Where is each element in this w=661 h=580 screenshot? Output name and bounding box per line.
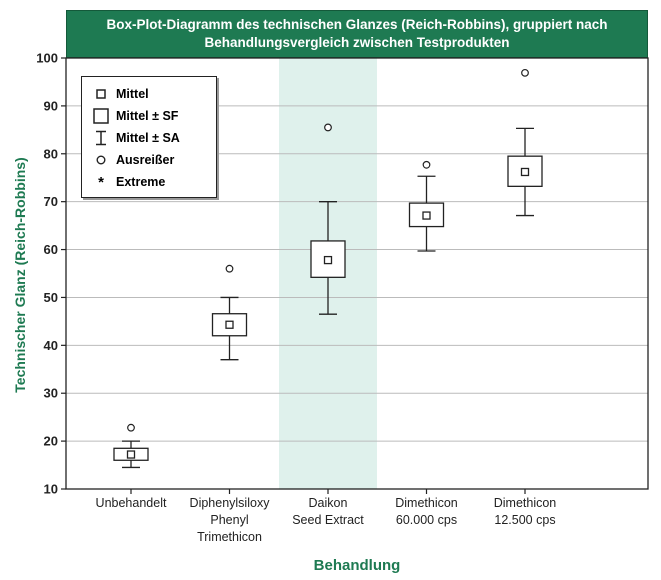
mean-marker xyxy=(225,320,234,329)
x-tick-label: Trimethicon xyxy=(197,530,262,544)
plot-frame xyxy=(65,57,649,490)
x-tick-label: Dimethicon xyxy=(395,496,458,510)
y-tick-label: 30 xyxy=(44,386,58,401)
legend: Mittel Mittel ± SF Mittel ± SA Ausreißer… xyxy=(81,76,217,198)
x-tick-label: 60.000 cps xyxy=(396,513,457,527)
outlier-point xyxy=(324,123,332,132)
y-tick-label: 70 xyxy=(44,194,58,209)
mean-marker xyxy=(126,450,136,459)
legend-label: Ausreißer xyxy=(116,153,175,167)
x-tick-label: Seed Extract xyxy=(292,513,364,527)
outlier-point xyxy=(422,160,431,169)
legend-item-extreme: * Extreme xyxy=(90,171,216,193)
legend-label: Mittel xyxy=(116,87,149,101)
outlier-point xyxy=(225,264,234,273)
x-tick-label: Diphenylsiloxy xyxy=(190,496,271,510)
x-tick-label: Phenyl xyxy=(210,513,248,527)
legend-label: Mittel ± SF xyxy=(116,109,179,123)
se-box-icon xyxy=(90,108,112,124)
star-icon: * xyxy=(98,173,104,191)
chart-title-line-1: Box-Plot-Diagramm des technischen Glanze… xyxy=(106,17,608,32)
mean-marker-icon xyxy=(90,87,112,101)
y-tick-label: 50 xyxy=(44,290,58,305)
x-tick-label: Unbehandelt xyxy=(96,496,167,510)
circle-icon xyxy=(90,154,112,166)
y-tick-label: 10 xyxy=(44,482,58,497)
chart-title-line-2: Behandlungsvergleich zwischen Testproduk… xyxy=(204,35,510,50)
legend-item-outlier: Ausreißer xyxy=(90,149,216,171)
outlier-point xyxy=(127,423,135,432)
y-tick-label: 40 xyxy=(44,338,58,353)
x-tick-label: 12.500 cps xyxy=(494,513,555,527)
legend-item-mean: Mittel xyxy=(90,83,216,105)
y-tick-label: 20 xyxy=(44,434,58,449)
x-tick-label: Dimethicon xyxy=(494,496,557,510)
x-axis-label: Behandlung xyxy=(313,557,401,574)
mean-marker xyxy=(323,255,333,265)
y-tick-label: 100 xyxy=(36,51,58,66)
whisker-icon xyxy=(90,130,112,146)
mean-marker xyxy=(520,167,530,177)
y-tick-label: 60 xyxy=(44,242,58,257)
outlier-point xyxy=(521,68,529,77)
y-tick-label: 80 xyxy=(44,146,58,161)
legend-label: Mittel ± SA xyxy=(116,131,180,145)
legend-item-se: Mittel ± SF xyxy=(90,105,216,127)
y-axis-label: Technischer Glanz (Reich-Robbins) xyxy=(12,157,28,393)
y-tick-label: 90 xyxy=(44,98,58,113)
x-tick-label: Daikon xyxy=(309,496,348,510)
mean-marker xyxy=(422,211,431,220)
legend-item-sd: Mittel ± SA xyxy=(90,127,216,149)
chart-title: Box-Plot-Diagramm des technischen Glanze… xyxy=(66,10,648,58)
legend-label: Extreme xyxy=(116,175,166,189)
